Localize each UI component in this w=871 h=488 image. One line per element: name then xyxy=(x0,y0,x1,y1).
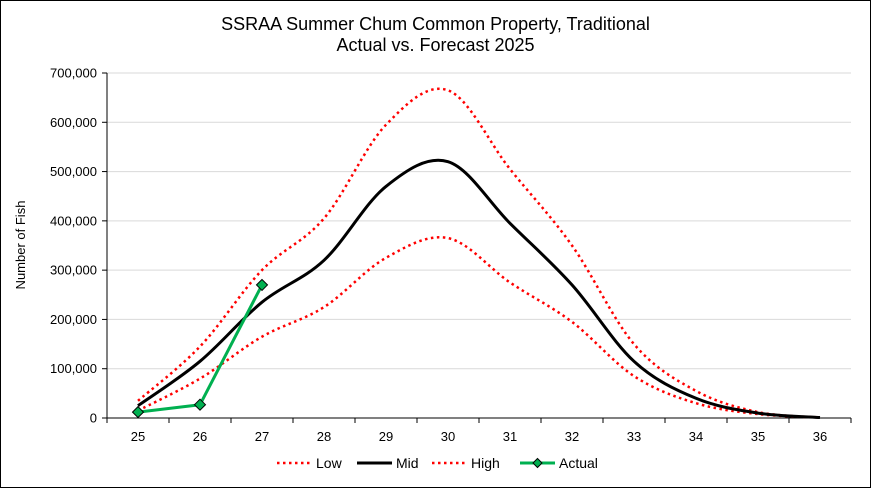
legend-item-mid: Mid xyxy=(357,455,419,471)
legend-marker-actual xyxy=(532,457,543,469)
y-tick-label: 500,000 xyxy=(50,164,97,179)
chart-title-line-2: Actual vs. Forecast 2025 xyxy=(336,35,535,55)
y-tick-label: 600,000 xyxy=(50,115,97,130)
y-tick-label: 0 xyxy=(90,411,97,426)
plot-area xyxy=(131,87,821,419)
x-tick-label: 32 xyxy=(565,429,579,444)
legend-label-high: High xyxy=(471,455,500,471)
axes xyxy=(102,72,852,423)
x-tick-label: 34 xyxy=(689,429,703,444)
x-tick-label: 28 xyxy=(317,429,331,444)
x-tick-label: 25 xyxy=(131,429,145,444)
gridlines xyxy=(107,72,851,370)
legend-item-actual: Actual xyxy=(520,455,598,471)
x-tick-label: 30 xyxy=(441,429,455,444)
x-tick-label: 33 xyxy=(627,429,641,444)
y-tick-label: 300,000 xyxy=(50,263,97,278)
data-point-actual xyxy=(131,405,145,419)
y-tick-labels: 0 100,000 200,000 300,000 400,000 500,000 600,… xyxy=(50,66,97,426)
y-tick-label: 700,000 xyxy=(50,66,97,81)
y-tick-label: 200,000 xyxy=(50,312,97,327)
x-tick-label: 35 xyxy=(751,429,765,444)
x-tick-label: 26 xyxy=(193,429,207,444)
chart-title-line-1: SSRAA Summer Chum Common Property, Tradi… xyxy=(221,14,650,34)
y-tick-label: 400,000 xyxy=(50,213,97,228)
legend-item-high: High xyxy=(432,455,500,471)
series-line-mid xyxy=(137,158,821,419)
legend: Low Mid High Actual xyxy=(277,455,598,471)
legend-label-mid: Mid xyxy=(396,455,419,471)
series-line-low xyxy=(137,236,821,419)
x-tick-label: 36 xyxy=(813,429,827,444)
x-tick-label: 31 xyxy=(503,429,517,444)
x-tick-label: 29 xyxy=(379,429,393,444)
chart-title: SSRAA Summer Chum Common Property, Tradi… xyxy=(0,14,871,56)
series-line-high xyxy=(137,87,821,419)
data-point-actual xyxy=(255,278,269,292)
data-point-actual xyxy=(193,398,207,411)
legend-label-low: Low xyxy=(316,455,343,471)
x-tick-label: 27 xyxy=(255,429,269,444)
y-tick-label: 100,000 xyxy=(50,361,97,376)
x-tick-labels: 25 26 27 28 29 30 31 32 33 34 35 36 xyxy=(131,429,827,444)
legend-item-low: Low xyxy=(277,455,343,471)
legend-label-actual: Actual xyxy=(559,455,598,471)
y-axis-label: Number of Fish xyxy=(13,201,28,290)
